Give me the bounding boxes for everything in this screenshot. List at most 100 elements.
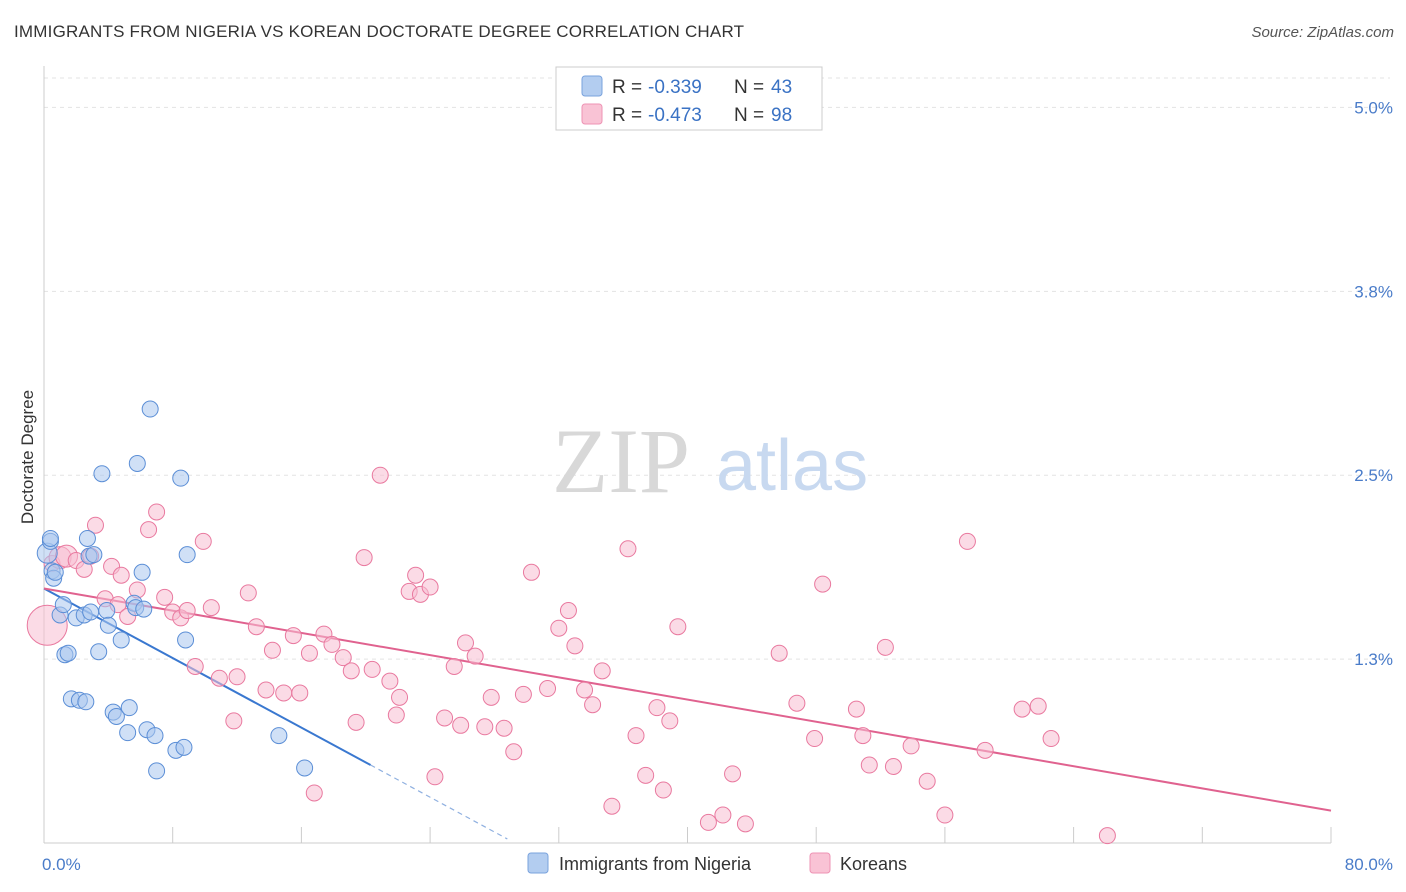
point-nigeria	[128, 454, 146, 472]
point-korean	[902, 737, 920, 755]
point-korean	[476, 718, 494, 736]
point-nigeria	[59, 644, 77, 662]
point-korean	[202, 599, 220, 617]
axes	[43, 66, 1332, 844]
point-korean	[1029, 697, 1047, 715]
point-korean	[814, 575, 832, 593]
point-nigeria	[120, 699, 138, 717]
point-korean	[669, 618, 687, 636]
point-korean	[918, 772, 936, 790]
point-korean	[387, 706, 405, 724]
point-nigeria	[90, 643, 108, 661]
point-korean	[466, 647, 484, 665]
legend-n-value-nigeria: 43	[771, 77, 792, 98]
x-tick-label-min: 0.0%	[42, 855, 81, 874]
point-korean	[156, 588, 174, 606]
point-korean	[334, 649, 352, 667]
point-nigeria	[107, 707, 125, 725]
point-korean	[976, 741, 994, 759]
point-nigeria	[77, 693, 95, 711]
point-korean	[194, 532, 212, 550]
x-tick-label-max: 80.0%	[1345, 855, 1393, 874]
y-tick-labels: 5.0% 3.8% 2.5% 1.3%	[1354, 98, 1393, 669]
point-korean	[514, 685, 532, 703]
point-nigeria	[46, 563, 64, 581]
point-nigeria	[178, 546, 196, 564]
point-korean	[371, 466, 389, 484]
point-korean	[407, 566, 425, 584]
point-korean	[637, 766, 655, 784]
point-korean	[876, 638, 894, 656]
data-points	[26, 400, 1116, 845]
y-tick-label: 1.3%	[1354, 650, 1393, 669]
point-nigeria	[296, 759, 314, 777]
point-korean	[275, 684, 293, 702]
point-korean	[550, 619, 568, 637]
series-legend-swatch-nigeria	[527, 852, 549, 874]
legend: R = -0.339 N = 43 R = -0.473 N = 98	[555, 66, 823, 131]
point-korean	[381, 672, 399, 690]
point-korean	[566, 637, 584, 655]
point-korean	[854, 727, 872, 745]
point-korean	[603, 797, 621, 815]
point-korean	[958, 532, 976, 550]
point-korean	[522, 563, 540, 581]
point-korean	[584, 696, 602, 714]
point-nigeria	[119, 724, 137, 742]
point-korean	[140, 521, 158, 539]
point-korean	[619, 540, 637, 558]
legend-n-value-koreans: 98	[771, 105, 792, 126]
point-nigeria	[85, 546, 103, 564]
grid-lines	[44, 77, 1390, 660]
point-korean	[736, 815, 754, 833]
point-korean	[539, 680, 557, 698]
point-korean	[806, 730, 824, 748]
point-nigeria	[177, 631, 195, 649]
point-korean	[305, 784, 323, 802]
legend-r-label-koreans: R =	[612, 105, 642, 126]
point-nigeria	[141, 400, 159, 418]
trend-line-nigeria-extension	[370, 764, 508, 840]
point-korean	[355, 549, 373, 567]
point-nigeria	[98, 602, 116, 620]
point-korean	[576, 681, 594, 699]
point-korean	[247, 618, 265, 636]
point-korean	[363, 660, 381, 678]
legend-swatch-nigeria	[581, 75, 603, 97]
legend-r-label-nigeria: R =	[612, 77, 642, 98]
point-korean	[699, 813, 717, 831]
trend-line-koreans	[43, 587, 1332, 812]
point-korean	[1013, 700, 1031, 718]
watermark-atlas: atlas	[716, 426, 868, 506]
chart-title: IMMIGRANTS FROM NIGERIA VS KOREAN DOCTOR…	[14, 22, 745, 41]
point-korean	[263, 641, 281, 659]
legend-r-value-nigeria: -0.339	[648, 77, 702, 98]
point-korean	[936, 806, 954, 824]
point-nigeria	[148, 762, 166, 780]
point-korean	[257, 681, 275, 699]
point-nigeria	[172, 469, 190, 487]
point-korean	[788, 694, 806, 712]
point-nigeria	[135, 600, 153, 618]
point-korean	[593, 662, 611, 680]
point-korean	[210, 669, 228, 687]
point-korean	[1042, 730, 1060, 748]
y-tick-label: 5.0%	[1354, 98, 1393, 117]
point-korean	[884, 758, 902, 775]
point-korean	[436, 709, 454, 727]
point-nigeria	[82, 603, 100, 621]
point-korean	[347, 713, 365, 731]
point-korean	[300, 644, 318, 662]
point-nigeria	[78, 529, 96, 547]
point-korean	[239, 584, 257, 602]
point-korean	[714, 806, 732, 824]
point-nigeria	[112, 631, 130, 649]
point-korean	[112, 566, 130, 584]
point-korean	[148, 503, 166, 521]
point-nigeria	[41, 529, 59, 547]
point-korean	[654, 781, 672, 799]
point-korean	[421, 578, 439, 596]
point-korean	[770, 644, 788, 662]
point-korean	[342, 662, 360, 680]
y-tick-label: 3.8%	[1354, 282, 1393, 301]
